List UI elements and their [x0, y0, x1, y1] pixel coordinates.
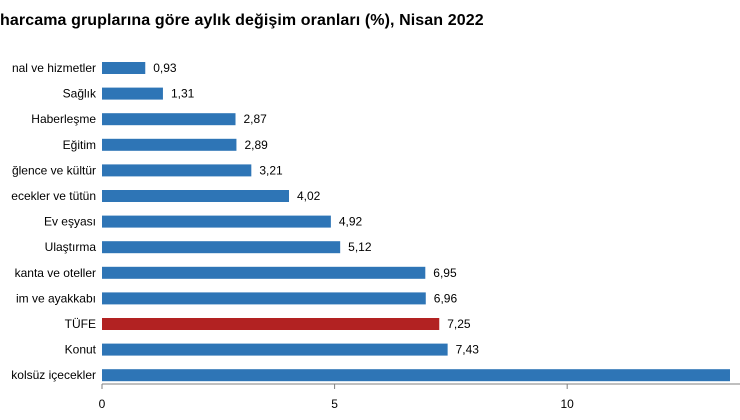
data-label: 7,43	[456, 343, 480, 357]
data-label: 5,12	[348, 240, 372, 254]
bar	[102, 241, 341, 254]
data-label: 6,96	[434, 291, 458, 305]
category-label: ecekler ve tütün	[11, 189, 96, 203]
bar	[102, 138, 237, 151]
data-label: 4,92	[339, 215, 363, 229]
bar	[102, 292, 426, 305]
bar	[102, 164, 252, 177]
bar	[102, 369, 730, 382]
category-label: Eğitim	[63, 138, 96, 152]
bar	[102, 87, 163, 100]
bar	[102, 190, 290, 202]
category-label: Ev eşyası	[44, 215, 96, 229]
data-label: 2,89	[244, 138, 268, 152]
data-label: 7,25	[447, 317, 471, 331]
category-label: kanta ve oteller	[15, 266, 96, 280]
x-tick-label: 10	[561, 397, 575, 411]
bar	[102, 62, 146, 74]
x-tick-label: 0	[99, 397, 106, 411]
bar	[102, 266, 426, 279]
bar	[102, 343, 448, 356]
data-label: 1,31	[171, 87, 195, 101]
category-label: ğlence ve kültür	[12, 163, 96, 177]
data-label: 3,21	[259, 163, 283, 177]
data-label: 6,95	[433, 266, 457, 280]
category-label: Ulaştırma	[45, 240, 97, 254]
data-label: 2,87	[244, 112, 268, 126]
data-label: 0,93	[153, 61, 177, 75]
bar	[102, 215, 331, 228]
chart-title: harcama gruplarına göre aylık değişim or…	[0, 12, 484, 29]
category-label: Haberleşme	[31, 112, 96, 126]
x-tick-label: 5	[331, 397, 338, 411]
category-label: nal ve hizmetler	[12, 61, 96, 75]
data-label: 4,02	[297, 189, 321, 203]
category-label: Konut	[65, 343, 97, 357]
category-label: TÜFE	[65, 317, 96, 331]
category-label: im ve ayakkabı	[16, 291, 96, 305]
bar	[102, 113, 236, 126]
bar-highlight	[102, 318, 440, 330]
category-label: Sağlık	[63, 87, 97, 101]
category-label: kolsüz içecekler	[11, 368, 96, 382]
